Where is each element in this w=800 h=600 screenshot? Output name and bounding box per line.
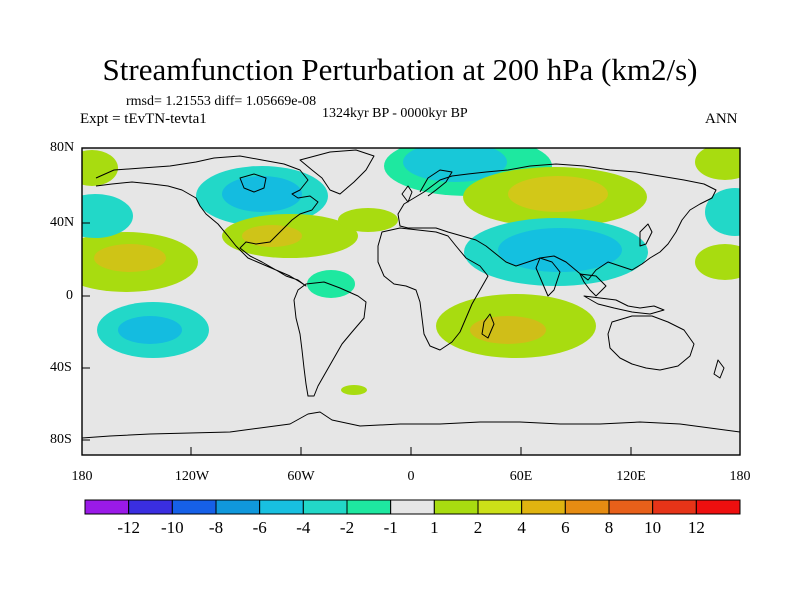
- colorbar-label: -2: [339, 518, 355, 537]
- anomaly-core: [470, 316, 546, 344]
- anomaly-core: [498, 228, 622, 272]
- colorbar-box: [433, 499, 479, 515]
- anomaly-outer: [82, 194, 133, 238]
- anomaly-gulf-of-mexico: [222, 208, 398, 258]
- anomaly-siberia: [463, 167, 647, 227]
- anomaly-tropical-atlantic: [307, 270, 355, 298]
- anomaly-south-atlantic: [341, 385, 367, 395]
- colorbar-label: -1: [383, 518, 398, 537]
- coast-greenland: [299, 149, 375, 195]
- season-label: ANN: [705, 111, 738, 127]
- coast-australia: [607, 315, 695, 371]
- anomaly-pacific-north: [82, 232, 740, 292]
- colorbar-box: [215, 499, 261, 515]
- lon-label-180w: 180: [71, 469, 93, 484]
- colorbar-label: -12: [117, 518, 140, 537]
- colorbar-box: [128, 499, 173, 515]
- anomaly-ne-pacific: [82, 148, 740, 238]
- lat-label-40s: 40S: [50, 360, 72, 375]
- colorbar-label: -10: [160, 518, 184, 537]
- coast-indonesia: [583, 295, 665, 315]
- anomaly-core: [508, 176, 608, 212]
- anomaly-core: [222, 176, 302, 212]
- lon-label-120w: 120W: [174, 469, 210, 484]
- lon-label-180e: 180: [729, 469, 751, 484]
- coast-japan: [639, 223, 653, 247]
- coast-uk: [401, 185, 413, 203]
- colorbar-label: 1: [430, 518, 439, 537]
- colorbar-label: -6: [252, 518, 267, 537]
- anomaly-tibet: [464, 218, 648, 286]
- coast-hudson-bay: [239, 173, 267, 193]
- lon-label-120e: 120E: [616, 469, 646, 484]
- experiment-label: Expt = tEvTN-tevta1: [80, 111, 207, 127]
- stats-text: rmsd= 1.21553 diff= 1.05669e-08: [126, 94, 317, 109]
- colorbar-label: -8: [208, 518, 224, 537]
- colorbar-label: 12: [687, 518, 705, 537]
- colorbar-label: 8: [604, 518, 614, 537]
- period-text: 1324kyr BP - 0000kyr BP: [322, 106, 468, 121]
- coast-southeast-asia: [579, 273, 607, 297]
- anomaly-tail: [338, 208, 398, 232]
- lon-label-60w: 60W: [287, 469, 315, 484]
- colorbar-label: 10: [644, 518, 662, 537]
- anomaly-core: [118, 316, 182, 344]
- anomaly-layer: [82, 148, 740, 395]
- colorbar-label: 2: [473, 518, 483, 537]
- anomaly-outer: [307, 270, 355, 298]
- colorbar-box: [564, 499, 610, 515]
- colorbar-box: [346, 499, 392, 515]
- anomaly-core: [403, 148, 507, 182]
- colorbar-box: [477, 499, 523, 515]
- colorbar-box: [302, 499, 348, 515]
- colorbar-box: [171, 499, 217, 515]
- coast-india: [535, 257, 561, 297]
- anomaly-arctic-wrap: [695, 148, 740, 180]
- anomaly-arctic: [82, 150, 118, 186]
- lat-label-80s: 80S: [50, 432, 72, 447]
- coast-new-zealand: [713, 359, 725, 379]
- colorbar-box: [84, 499, 130, 515]
- colorbar-box: [259, 499, 304, 515]
- colorbar-label: 4: [517, 518, 526, 537]
- coast-north-america: [95, 155, 319, 287]
- coastlines: [82, 149, 740, 439]
- anomaly-core: [242, 225, 302, 247]
- coast-europe-asia: [397, 163, 717, 281]
- colorbar-label: 6: [561, 518, 570, 537]
- colorbar-box: [608, 499, 654, 515]
- coast-africa: [377, 227, 489, 351]
- coast-south-america: [293, 281, 367, 397]
- anomaly-outer-wrap: [705, 188, 740, 236]
- lat-label-0: 0: [66, 288, 73, 303]
- colorbar-label: -4: [296, 518, 311, 537]
- coast-scandinavia: [419, 169, 453, 197]
- colorbar-box: [521, 499, 566, 515]
- anomaly-outer: [341, 385, 367, 395]
- lat-label-40n: 40N: [50, 215, 75, 230]
- colorbar-box: [652, 499, 697, 515]
- chart-title: Streamfunction Perturbation at 200 hPa (…: [102, 52, 698, 87]
- colorbar: [84, 499, 741, 515]
- colorbar-box: [695, 499, 741, 515]
- lat-label-80n: 80N: [50, 140, 75, 155]
- coast-antarctica: [82, 411, 740, 439]
- coast-madagascar: [481, 313, 495, 339]
- axis-ticks: [82, 147, 632, 455]
- anomaly-outer-wrap: [695, 244, 740, 280]
- anomaly-core: [94, 244, 166, 272]
- anomaly-north-america: [196, 166, 328, 226]
- lon-label-0: 0: [407, 469, 415, 484]
- anomaly-south-indian-ocean: [436, 294, 596, 358]
- colorbar-box: [390, 499, 435, 515]
- lon-label-60e: 60E: [509, 469, 533, 484]
- anomaly-pacific-south: [97, 302, 209, 358]
